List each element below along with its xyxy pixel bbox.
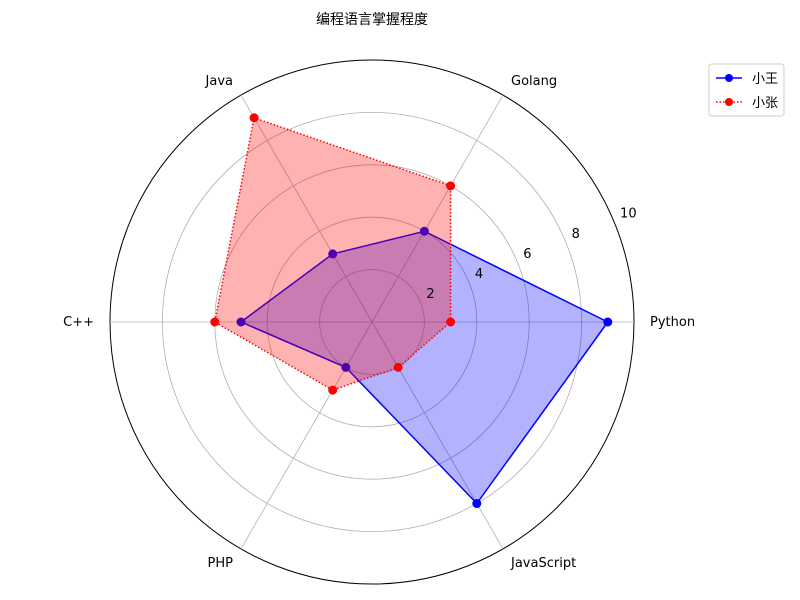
series-fill-2 (214, 117, 451, 391)
series-point-1 (472, 499, 482, 509)
legend-marker-2 (725, 98, 733, 106)
series-point-2 (328, 385, 338, 395)
chart-title: 编程语言掌握程度 (316, 12, 428, 28)
axis-label-javascript: JavaScript (510, 556, 576, 571)
legend-label-1: 小王 (752, 72, 778, 87)
spoke-line (240, 94, 373, 323)
r-tick-label: 4 (475, 267, 483, 282)
r-tick-label: 6 (523, 247, 531, 262)
series-point-2 (210, 317, 220, 327)
axis-label-php: PHP (208, 556, 234, 571)
series-point-2 (249, 113, 259, 123)
r-tick-label: 2 (426, 287, 434, 302)
series-point-1 (341, 362, 351, 372)
r-tick-label: 10 (620, 207, 637, 222)
axis-label-c-: C++ (63, 315, 94, 330)
series-layer (210, 113, 613, 509)
series-fill-1 (241, 231, 608, 504)
spoke-line (371, 321, 504, 550)
series-point-1 (603, 317, 613, 327)
series-point-1 (328, 249, 338, 259)
axis-labels: 2 4 6 8 10 Python Golang Java C++ PHP JavaScript (63, 74, 695, 571)
series-point-1 (236, 317, 246, 327)
legend-marker-1 (725, 74, 733, 82)
series-point-2 (393, 362, 403, 372)
r-tick-label: 8 (572, 227, 580, 242)
legend-label-2: 小张 (752, 96, 778, 111)
spoke-line (371, 94, 504, 323)
axis-label-golang: Golang (511, 74, 557, 89)
series-point-1 (419, 226, 429, 236)
series-point-2 (446, 181, 456, 191)
spoke-line (240, 321, 373, 550)
axis-label-python: Python (650, 315, 695, 330)
axis-label-java: Java (205, 74, 233, 89)
series-point-2 (446, 317, 456, 327)
